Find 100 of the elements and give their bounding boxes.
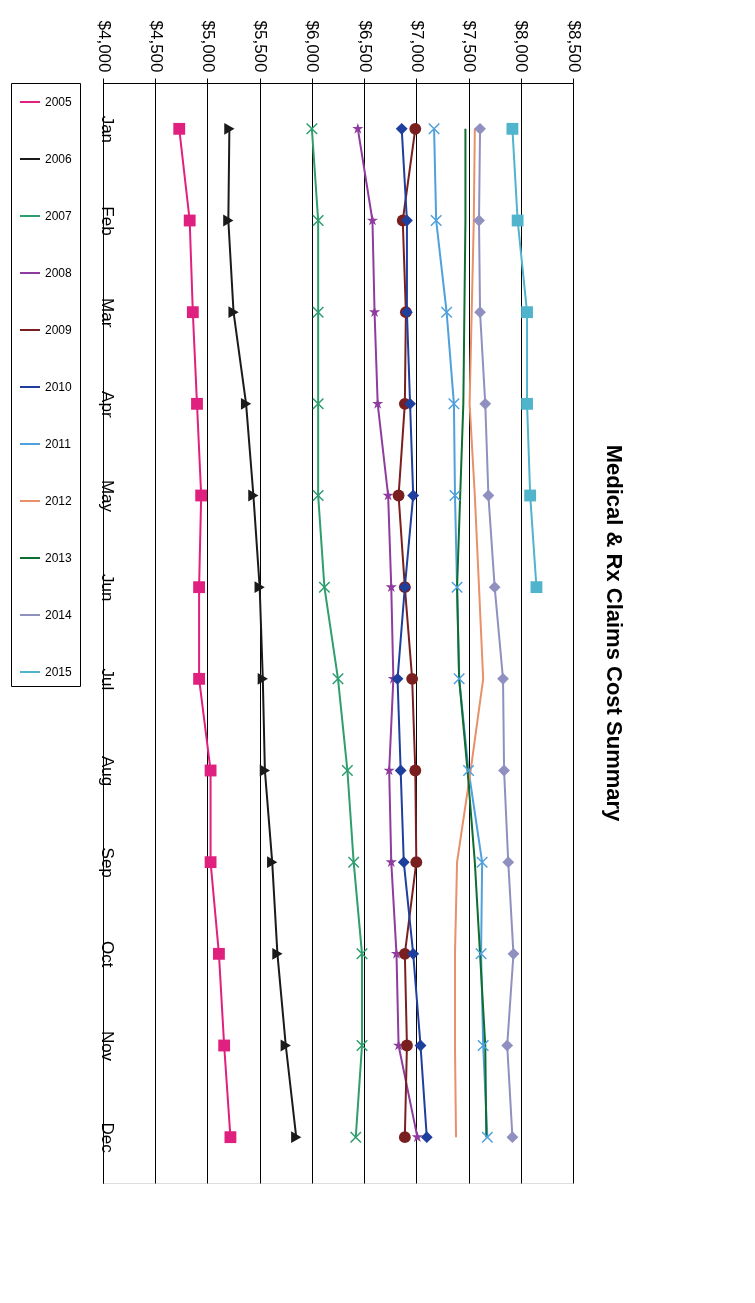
point [453,672,466,685]
point [312,214,325,227]
point [213,947,225,960]
point [398,947,411,960]
point [410,856,423,869]
point [272,947,283,960]
point [173,122,186,135]
point [224,1131,237,1144]
x-tick-label: $6,500 [355,20,375,73]
point [507,947,520,960]
legend-label: 2013 [45,551,73,565]
point [401,214,413,227]
point [312,306,325,319]
x-tick-label: $7,000 [407,20,427,73]
point [404,397,416,410]
point [497,672,509,685]
point [401,1039,413,1052]
point [318,581,331,594]
point [332,672,344,685]
point [312,397,325,410]
point [267,856,278,869]
point [391,672,404,685]
point [411,1131,423,1142]
point [498,764,510,777]
point [474,306,486,319]
point [366,214,379,226]
point [248,489,259,502]
point [409,764,422,777]
point [475,947,488,960]
point [193,672,205,685]
x-tick-label: $4,500 [146,20,166,73]
x-tick-label: $4,000 [94,20,114,73]
point [521,397,533,410]
point [488,581,501,594]
legend-label: 2015 [45,665,73,679]
legend-label: 2006 [45,152,73,166]
point [448,489,461,502]
point [407,489,420,502]
point [511,214,524,227]
point [406,672,419,685]
point [473,214,485,227]
x-tick-label: $5,500 [251,20,271,73]
point [521,306,533,319]
point [524,489,537,502]
x-tick-label: $6,000 [303,20,323,73]
point [462,764,475,777]
point [341,764,354,777]
point [397,856,410,869]
point [407,947,420,960]
point [409,122,422,135]
point [420,1131,433,1144]
point [501,1039,514,1052]
point [347,856,360,869]
point [451,581,464,594]
x-tick-label: $8,500 [564,20,584,73]
point [502,856,515,869]
point [476,856,489,869]
point [392,489,405,502]
point [394,764,407,777]
point [305,122,318,135]
legend-label: 2009 [45,323,73,337]
x-tick-label: $5,000 [198,20,218,73]
point [193,581,205,594]
point [204,856,217,869]
point [183,214,196,227]
point [218,1039,231,1052]
point [398,1131,411,1144]
point [352,122,364,134]
point [395,122,408,135]
point [481,1131,494,1144]
point [482,489,495,502]
x-tick-label: $7,500 [460,20,480,73]
point [356,1039,369,1052]
point [240,397,252,410]
text: Medical & Rx Claims Cost Summary [602,444,627,823]
point [257,672,268,685]
point [356,947,369,960]
point [430,214,443,227]
legend-label: 2011 [45,437,72,451]
legend-label: 2010 [45,380,73,394]
point [195,489,208,502]
point [428,122,441,135]
point [506,122,519,135]
legend-label: 2007 [45,209,73,223]
point [474,122,486,135]
point [223,214,234,227]
point [506,1131,519,1144]
legend-label: 2005 [45,95,73,109]
point [191,397,203,410]
point [186,306,199,319]
point [447,397,460,410]
legend-label: 2014 [45,608,73,622]
legend-label: 2012 [45,494,73,508]
point [224,122,235,135]
legend-label: 2008 [45,266,73,280]
point [312,489,325,502]
x-tick-label: $8,000 [512,20,532,73]
point [530,581,543,594]
point [280,1039,291,1052]
point [349,1131,362,1144]
